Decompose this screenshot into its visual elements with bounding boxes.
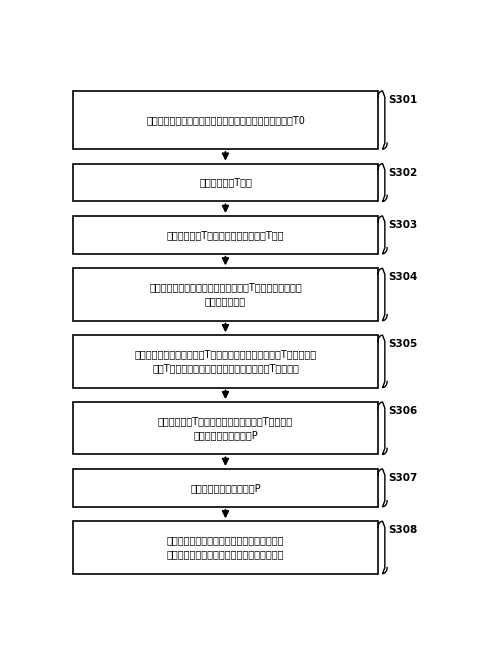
Bar — [73, 521, 378, 573]
Text: 在电烤箱每次上电开机时，启动温度传感器采集当前温度T0: 在电烤箱每次上电开机时，启动温度传感器采集当前温度T0 — [146, 115, 305, 125]
Text: S301: S301 — [389, 95, 418, 105]
Text: 确定环境温度T环境: 确定环境温度T环境 — [199, 178, 252, 187]
Text: 调整加热管的加热功率为P: 调整加热管的加热功率为P — [190, 483, 261, 493]
Text: S303: S303 — [389, 220, 418, 230]
Text: 选择电烤箱的工作模式，确定设定温度T设定和加热时间，
启动电烤箱运行: 选择电烤箱的工作模式，确定设定温度T设定和加热时间， 启动电烤箱运行 — [149, 283, 302, 306]
Bar — [73, 268, 378, 321]
Text: S306: S306 — [389, 406, 418, 416]
Text: S308: S308 — [389, 525, 418, 535]
Text: 当电烤箱的加热时间到达设定的加热时间时，
控制加热管断电，电烤箱停机，进入待机状态: 当电烤箱的加热时间到达设定的加热时间时， 控制加热管断电，电烤箱停机，进入待机状… — [167, 535, 284, 560]
Text: S304: S304 — [389, 272, 418, 282]
Text: 根据设定温度T设定和补偿后的炉心温度T炉心补偿
确定加热管的加热功率P: 根据设定温度T设定和补偿后的炉心温度T炉心补偿 确定加热管的加热功率P — [158, 416, 293, 440]
Text: S307: S307 — [389, 473, 418, 483]
Text: S302: S302 — [389, 168, 418, 178]
Text: S305: S305 — [389, 340, 418, 349]
Text: 定时检测电烤箱的炉心温度T炉心，并根据温度补偿系数T补偿对炉心
温度T炉心进行补偿，计算出补偿的炉心温度T炉心补偿: 定时检测电烤箱的炉心温度T炉心，并根据温度补偿系数T补偿对炉心 温度T炉心进行补… — [134, 349, 316, 374]
Bar — [73, 335, 378, 387]
Bar — [73, 164, 378, 201]
Bar — [73, 91, 378, 149]
Bar — [73, 216, 378, 254]
Bar — [73, 469, 378, 507]
Text: 根据环境温度T环境确定温度补偿系数T补偿: 根据环境温度T环境确定温度补偿系数T补偿 — [167, 230, 284, 240]
Bar — [73, 402, 378, 454]
